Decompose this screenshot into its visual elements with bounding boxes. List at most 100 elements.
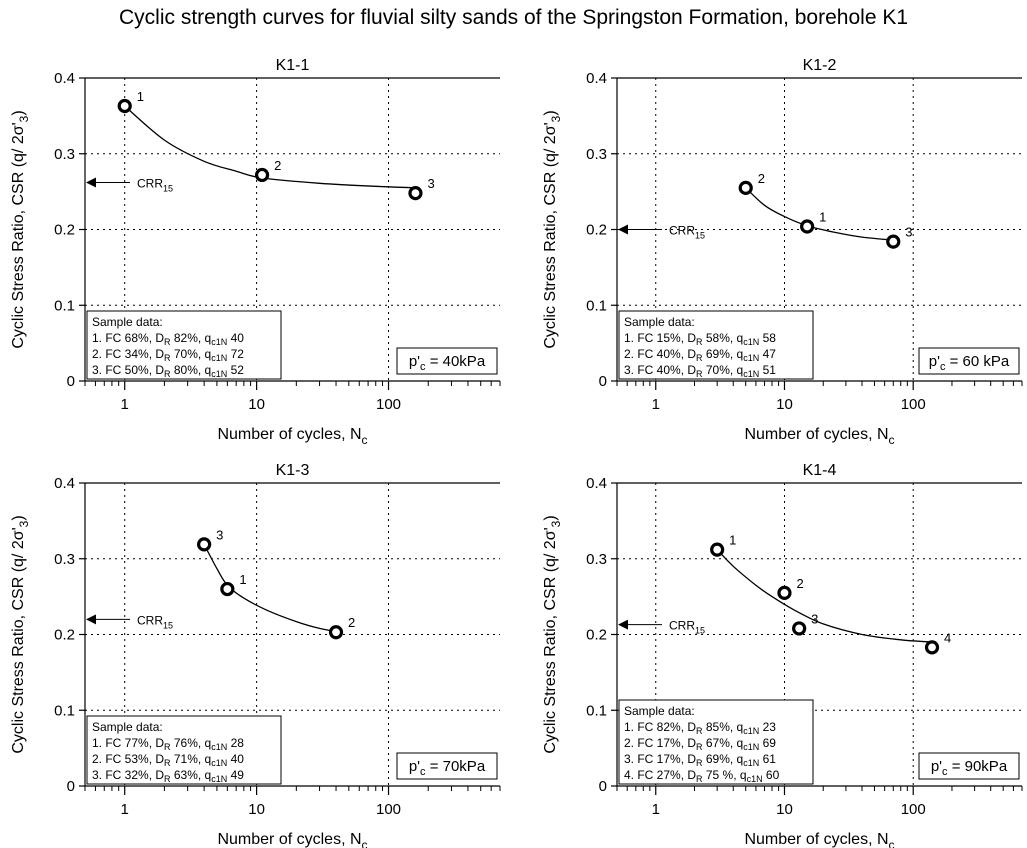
- y-axis-label: Cyclic Stress Ratio, CSR (q/ 2σ'3): [10, 515, 31, 753]
- data-point: [254, 167, 270, 183]
- crr15-label: CRR15: [669, 619, 705, 636]
- y-tick-label: 0.2: [586, 222, 607, 239]
- fit-curve: [124, 105, 416, 189]
- data-point: [792, 621, 807, 636]
- data-point-label: 2: [274, 158, 281, 173]
- crr15-label: CRR15: [137, 177, 173, 194]
- sample-row: 1. FC 68%, DR 82%, qc1N 40: [92, 331, 244, 347]
- y-tick-label: 0.1: [586, 297, 607, 314]
- x-tick-label: 10: [776, 396, 793, 413]
- sample-row: 2. FC 53%, DR 71%, qc1N 40: [92, 752, 244, 768]
- sample-data-title: Sample data:: [624, 704, 695, 718]
- fit-curve: [203, 544, 337, 633]
- y-tick-label: 0.4: [586, 70, 607, 87]
- sample-row: 2. FC 34%, DR 70%, qc1N 72: [92, 347, 244, 363]
- panel-title: K1-4: [803, 462, 837, 479]
- sample-data-title: Sample data:: [92, 720, 163, 734]
- sample-row: 3. FC 17%, DR 69%, qc1N 61: [624, 752, 776, 768]
- crr15-arrow-head: [86, 177, 96, 188]
- sample-row: 3. FC 50%, DR 80%, qc1N 52: [92, 363, 244, 379]
- x-tick-label: 10: [776, 801, 793, 818]
- x-tick-label: 100: [901, 396, 926, 413]
- x-tick-label: 100: [901, 801, 926, 818]
- confining-pressure-label: p'c = 90kPa: [931, 758, 1008, 778]
- data-point: [408, 186, 423, 201]
- confining-pressure-box: [918, 347, 1020, 375]
- data-point: [710, 542, 725, 557]
- y-tick-label: 0.1: [54, 702, 75, 719]
- data-point-label: 3: [216, 527, 223, 542]
- data-point: [886, 234, 901, 249]
- y-tick-label: 0: [67, 778, 75, 795]
- sample-row: 1. FC 15%, DR 58%, qc1N 58: [624, 331, 776, 347]
- y-axis-label: Cyclic Stress Ratio, CSR (q/ 2σ'3): [542, 110, 563, 348]
- x-tick-label: 1: [121, 801, 129, 818]
- data-point-label: 3: [905, 225, 912, 240]
- y-tick-label: 0.2: [586, 627, 607, 644]
- data-point-label: 4: [944, 630, 951, 645]
- x-axis-label: Number of cycles, Nc: [217, 426, 367, 447]
- sample-data-box: [86, 715, 282, 785]
- confining-pressure-label: p'c = 40kPa: [409, 353, 486, 373]
- crr15-arrow-head: [618, 619, 628, 630]
- y-axis-label: Cyclic Stress Ratio, CSR (q/ 2σ'3): [542, 515, 563, 753]
- data-point-label: 3: [811, 611, 818, 626]
- data-point-label: 1: [819, 209, 826, 224]
- x-tick-label: 1: [121, 396, 129, 413]
- y-tick-label: 0: [599, 778, 607, 795]
- data-point-label: 2: [796, 576, 803, 591]
- sample-data-box: [618, 699, 814, 785]
- y-tick-label: 0.1: [54, 297, 75, 314]
- sample-data-title: Sample data:: [92, 315, 163, 329]
- sample-data-title: Sample data:: [624, 315, 695, 329]
- y-tick-label: 0.1: [586, 702, 607, 719]
- panel-title: K1-1: [276, 57, 310, 74]
- sample-data-box: [86, 310, 282, 380]
- data-point: [117, 98, 132, 114]
- chart-panel-2: 0 0.1 0.2 0.3 0.4 1 10 100 K1-2 Number of cycles,…: [542, 57, 1023, 447]
- fit-curve: [716, 549, 933, 643]
- data-point-label: 1: [239, 572, 246, 587]
- x-tick-label: 100: [376, 801, 401, 818]
- crr15-arrow-head: [618, 224, 628, 235]
- confining-pressure-label: p'c = 60 kPa: [929, 353, 1010, 373]
- sample-row: 3. FC 40%, DR 70%, qc1N 51: [624, 363, 776, 379]
- confining-pressure-box: [396, 752, 498, 780]
- y-tick-label: 0.3: [586, 551, 607, 568]
- data-point: [777, 585, 792, 600]
- x-axis-label: Number of cycles, Nc: [217, 831, 367, 848]
- crr15-label: CRR15: [137, 613, 173, 630]
- x-axis-label: Number of cycles, Nc: [744, 426, 894, 447]
- sample-row: 1. FC 77%, DR 76%, qc1N 28: [92, 736, 244, 752]
- x-tick-label: 100: [376, 396, 401, 413]
- chart-panel-1: 0 0.1 0.2 0.3 0.4 1 10 100 K1-1 Number of cycles,…: [10, 57, 501, 447]
- figure-title: Cyclic strength curves for fluvial silty…: [118, 6, 909, 29]
- data-point: [328, 625, 344, 640]
- y-tick-label: 0.3: [54, 551, 75, 568]
- data-point: [738, 180, 753, 195]
- confining-pressure-box: [396, 347, 498, 375]
- data-point-label: 1: [729, 533, 736, 548]
- x-tick-label: 1: [652, 396, 660, 413]
- crr15-label: CRR15: [669, 224, 705, 241]
- y-tick-label: 0.2: [54, 627, 75, 644]
- data-point-label: 2: [758, 171, 765, 186]
- y-tick-label: 0.4: [54, 475, 75, 492]
- sample-row: 3. FC 32%, DR 63%, qc1N 49: [92, 768, 244, 784]
- x-axis-label: Number of cycles, Nc: [744, 831, 894, 848]
- y-tick-label: 0.3: [54, 146, 75, 163]
- data-point: [197, 537, 212, 552]
- x-tick-label: 1: [652, 801, 660, 818]
- data-point-label: 1: [137, 89, 144, 104]
- y-tick-label: 0.2: [54, 222, 75, 239]
- confining-pressure-label: p'c = 70kPa: [409, 758, 486, 778]
- chart-panel-4: 0 0.1 0.2 0.3 0.4 1 10 100 K1-4 Number of cycles,…: [542, 462, 1023, 848]
- sample-row: 2. FC 40%, DR 69%, qc1N 47: [624, 347, 776, 363]
- y-axis-label: Cyclic Stress Ratio, CSR (q/ 2σ'3): [10, 110, 31, 348]
- panel-title: K1-2: [803, 57, 837, 74]
- data-point-label: 2: [348, 615, 355, 630]
- data-point: [800, 219, 815, 234]
- y-tick-label: 0: [67, 373, 75, 390]
- panel-title: K1-3: [276, 462, 310, 479]
